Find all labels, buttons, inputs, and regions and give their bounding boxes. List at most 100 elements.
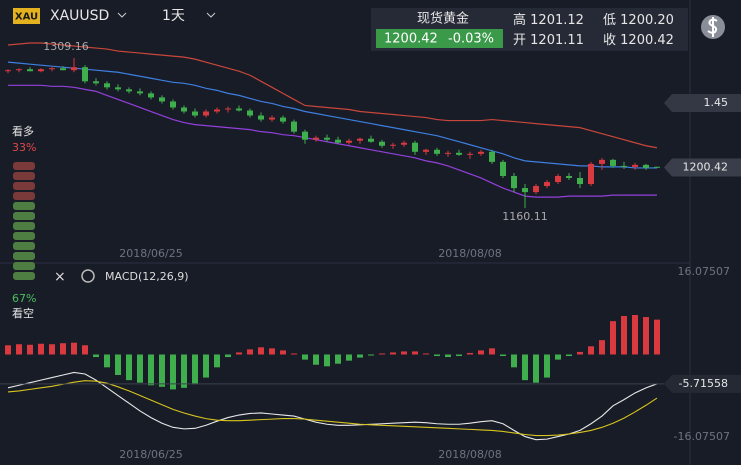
- candle-body: [511, 175, 517, 189]
- macd-bar: [643, 317, 649, 355]
- candle-body: [280, 117, 286, 122]
- macd-bar: [588, 346, 594, 355]
- y-tick-label: -16.07507: [674, 430, 730, 443]
- candle-body: [599, 159, 605, 164]
- price-box: [376, 29, 503, 48]
- sentiment-segment: [13, 232, 35, 240]
- candle-body: [467, 153, 473, 155]
- sentiment-segment: [13, 182, 35, 190]
- sentiment-segment: [13, 272, 35, 280]
- candle-body: [236, 108, 242, 111]
- macd-bar: [346, 354, 352, 361]
- macd-bar: [423, 353, 429, 355]
- candle-body: [16, 69, 22, 71]
- close: 收 1200.42: [603, 33, 674, 48]
- last-price: 1200.42: [384, 32, 438, 47]
- candle-body: [291, 121, 297, 132]
- candle-body: [137, 91, 143, 94]
- candle-body: [489, 151, 495, 162]
- dif-value-tag: [664, 374, 741, 393]
- high-annotation: 1309.16: [43, 40, 89, 53]
- candle-body: [390, 144, 396, 146]
- macd-bar: [434, 354, 440, 357]
- value: 1201.11: [530, 33, 584, 48]
- candle-body: [500, 161, 506, 176]
- candle-body: [225, 108, 231, 110]
- candle-body: [247, 110, 253, 116]
- band-line: [7, 42, 658, 149]
- macd-line: [7, 380, 658, 437]
- candle-body: [181, 107, 187, 112]
- macd-bar: [159, 354, 165, 387]
- macd-bar: [214, 354, 220, 368]
- macd-bar: [489, 348, 495, 355]
- macd-bar: [533, 354, 539, 383]
- macd-bar: [280, 350, 286, 355]
- sentiment-segment: [13, 252, 35, 260]
- value: 1201.12: [530, 13, 584, 28]
- x-tick-label: 2018/08/08: [438, 448, 501, 461]
- macd-bar: [357, 354, 363, 358]
- period[interactable]: 1天: [162, 8, 185, 24]
- candle-body: [379, 141, 385, 146]
- candle-body: [434, 149, 440, 154]
- chevron[interactable]: [117, 12, 127, 18]
- high: 高 1201.12: [513, 12, 584, 28]
- x-tick-label: 2018/06/25: [119, 448, 182, 461]
- macd-bar: [621, 316, 627, 355]
- change: -0.03%: [448, 32, 494, 47]
- chevron[interactable]: [206, 12, 216, 18]
- macd-bar: [467, 352, 473, 355]
- candle-body: [60, 68, 66, 71]
- candle-body: [346, 140, 352, 143]
- candle-body: [104, 83, 110, 88]
- candle-body: [203, 111, 209, 116]
- macd-bar: [379, 353, 385, 355]
- macd-bar: [203, 354, 209, 378]
- candle-body: [126, 89, 132, 92]
- macd-bar: [247, 349, 253, 355]
- sentiment-segment: [13, 222, 35, 230]
- sentiment-segment: [13, 172, 35, 180]
- band-line: [8, 84, 657, 198]
- symbol[interactable]: XAUUSD: [50, 8, 109, 24]
- indicator-title: MACD(12,26,9): [105, 270, 189, 283]
- candle-body: [313, 137, 319, 140]
- macd-bar: [566, 354, 572, 357]
- settings-button[interactable]: [81, 269, 95, 283]
- candle-body: [577, 177, 583, 185]
- candle-body: [566, 175, 572, 178]
- candle-body: [401, 142, 407, 145]
- candle-body: [192, 111, 198, 116]
- x-tick-label: 2018/08/08: [438, 247, 501, 260]
- close-button[interactable]: ×: [54, 269, 66, 285]
- symbol-badge[interactable]: [13, 8, 40, 24]
- x-tick-label: 2018/06/25: [119, 247, 182, 260]
- macd-bar: [126, 354, 132, 381]
- macd-bar: [313, 354, 319, 365]
- macd-bar: [104, 354, 110, 368]
- macd-bar: [632, 315, 638, 355]
- sentiment-segment: [13, 242, 35, 250]
- macd-line: [7, 371, 658, 441]
- candle-body: [632, 164, 638, 167]
- macd-bar: [522, 354, 528, 381]
- label: 低: [603, 13, 616, 28]
- band-line: [7, 61, 657, 169]
- label: 高: [513, 12, 526, 28]
- candle-body: [115, 87, 121, 90]
- candle-body: [456, 152, 462, 155]
- candle-body: [643, 164, 649, 168]
- candle-body: [412, 142, 418, 152]
- macd-bar: [27, 344, 33, 355]
- low-annotation: 1160.11: [502, 210, 548, 223]
- macd-bar: [82, 345, 88, 355]
- candle-body: [555, 175, 561, 183]
- candle-body: [258, 115, 264, 120]
- quote-name: 现货黄金: [417, 11, 469, 27]
- macd-bar: [16, 344, 22, 355]
- bear-pct: 67%: [12, 292, 36, 305]
- macd-bar: [302, 354, 308, 360]
